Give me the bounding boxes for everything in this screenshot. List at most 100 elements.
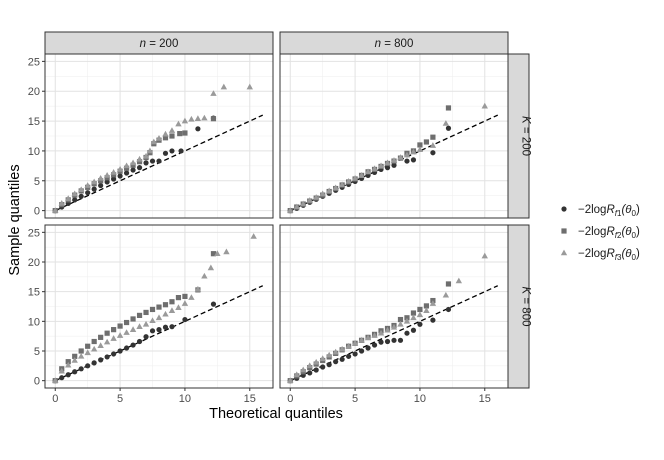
- data-point-circle: [162, 324, 169, 330]
- data-point-triangle: [371, 165, 378, 172]
- data-point-square: [210, 251, 217, 257]
- data-point-triangle: [384, 326, 391, 333]
- data-point-triangle: [306, 197, 313, 203]
- data-point-triangle: [168, 307, 176, 313]
- legend: −2logRf1(θ0) −2logRf2(θ0) −2logRf3(θ0): [560, 204, 640, 262]
- data-point-triangle: [287, 207, 294, 213]
- x-tick-label: 10: [179, 393, 191, 405]
- facet-label-row: K = 200: [520, 116, 532, 156]
- data-point-triangle: [416, 146, 424, 153]
- data-point-triangle: [52, 207, 59, 213]
- data-point-circle: [445, 125, 452, 131]
- data-point-square: [149, 306, 156, 313]
- data-point-triangle: [210, 90, 217, 96]
- x-tick-label: 0: [52, 393, 58, 405]
- data-point-triangle: [194, 115, 202, 121]
- panel-0-1: [44, 224, 274, 389]
- data-point-triangle: [442, 291, 450, 298]
- data-point-square: [65, 359, 71, 365]
- data-point-square: [169, 133, 175, 139]
- data-point-triangle: [123, 329, 130, 335]
- data-point-triangle: [293, 203, 300, 210]
- data-point-square: [117, 323, 123, 329]
- data-point-triangle: [429, 300, 437, 306]
- facet-label-col: n = 800: [375, 38, 414, 50]
- data-point-triangle: [345, 177, 352, 184]
- data-point-circle: [352, 351, 358, 357]
- data-point-circle: [445, 306, 452, 313]
- data-point-square: [417, 142, 423, 148]
- panels-layer: [44, 53, 509, 389]
- facet-strip-row-1: K = 800: [507, 224, 532, 389]
- data-point-square: [123, 319, 130, 326]
- data-point-triangle: [293, 371, 300, 378]
- y-tick-label: 20: [28, 257, 40, 269]
- data-point-triangle: [146, 147, 154, 154]
- y-tick-label: 10: [28, 316, 40, 328]
- y-tick-label: 25: [28, 227, 40, 239]
- data-point-circle: [111, 176, 117, 182]
- facet-strip-col-0: n = 200: [44, 31, 274, 55]
- legend-label: −2logRf2(θ0): [578, 226, 640, 240]
- data-point-triangle: [325, 351, 333, 358]
- data-point-triangle: [77, 186, 85, 193]
- strip-background: [279, 31, 509, 55]
- x-tick-label: 0: [287, 393, 293, 405]
- data-point-triangle: [358, 171, 365, 178]
- data-point-triangle: [429, 142, 437, 148]
- data-point-square: [162, 135, 169, 141]
- data-point-square: [177, 131, 183, 137]
- data-point-triangle: [390, 323, 398, 330]
- data-point-triangle: [110, 169, 117, 175]
- data-point-triangle: [84, 182, 91, 188]
- data-point-circle: [358, 348, 365, 354]
- x-tick-label: 15: [479, 393, 491, 405]
- data-point-triangle: [481, 102, 488, 109]
- data-point-triangle: [377, 329, 385, 336]
- data-point-triangle: [332, 184, 339, 191]
- data-point-triangle: [116, 332, 124, 338]
- data-point-circle: [169, 324, 175, 330]
- data-point-circle: [320, 364, 326, 370]
- data-point-triangle: [300, 200, 307, 207]
- data-point-triangle: [384, 159, 391, 166]
- data-point-square: [423, 139, 430, 145]
- data-point-triangle: [325, 187, 333, 194]
- data-point-triangle: [52, 377, 59, 383]
- data-point-triangle: [300, 366, 307, 373]
- data-point-square: [111, 172, 117, 178]
- data-point-square: [423, 303, 430, 309]
- data-point-triangle: [150, 138, 158, 145]
- data-point-triangle: [129, 159, 137, 166]
- data-point-circle: [162, 150, 169, 156]
- data-point-square: [85, 343, 91, 349]
- data-point-triangle: [155, 134, 163, 141]
- data-point-triangle: [377, 162, 385, 169]
- data-point-circle: [178, 148, 184, 154]
- data-point-circle: [182, 316, 188, 323]
- data-point-triangle: [201, 114, 208, 121]
- data-point-circle: [136, 338, 143, 345]
- reference-line: [289, 285, 499, 382]
- legend-label: −2logRf3(θ0): [578, 248, 640, 262]
- legend-marker-square: [561, 228, 567, 234]
- data-point-square: [136, 312, 143, 318]
- data-point-triangle: [97, 174, 104, 181]
- data-point-triangle: [142, 320, 150, 327]
- data-point-square: [410, 310, 417, 316]
- data-point-triangle: [351, 174, 359, 181]
- data-point-triangle: [58, 200, 65, 206]
- data-point-circle: [365, 345, 371, 351]
- data-point-triangle: [403, 317, 411, 324]
- data-point-square: [210, 116, 217, 122]
- data-point-circle: [378, 339, 384, 345]
- data-point-triangle: [175, 120, 182, 127]
- data-point-circle: [149, 328, 156, 334]
- data-point-circle: [391, 162, 397, 168]
- y-axis-title: Sample quantiles: [7, 164, 23, 275]
- data-point-triangle: [90, 345, 98, 352]
- data-point-triangle: [403, 151, 411, 158]
- data-point-circle: [78, 366, 84, 372]
- x-tick-label: 5: [352, 393, 358, 405]
